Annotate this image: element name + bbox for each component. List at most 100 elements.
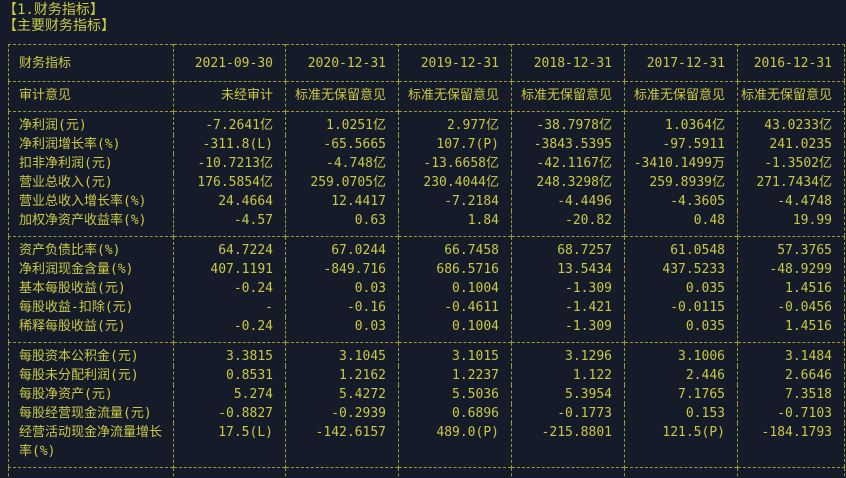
header-date: 2021-09-30 (173, 44, 286, 82)
cell-value: 标准无保留意见 (285, 81, 399, 112)
cell-value: 241.0235 (737, 135, 845, 154)
row-label: 每股资本公积金(元) (19, 349, 139, 364)
header-date: 2018-12-31 (511, 44, 625, 82)
table-header: 财务指标 2021-09-30 2020-12-31 2019-12-31 2018-1… (8, 44, 845, 82)
cell-value: 0.153 (624, 404, 738, 423)
filler-row-group (9, 467, 845, 478)
table-row: 每股经营现金流量(元) -0.8827 -0.2939 0.6896 -0.1773 0.… (9, 404, 845, 423)
cell-value: 67.0244 (285, 236, 399, 260)
row-group: 资产负债比率(%) 64.7224 67.0244 66.7458 68.7257 61.… (8, 236, 845, 343)
cell-value: 1.4516 (737, 317, 845, 343)
table-row: 经营活动现金净流量增长率(%) 17.5(L) -142.6157 489.0(P) -… (9, 423, 845, 468)
row-group: 净利润(元) -7.2641亿 1.0251亿 2.977亿 -38.7978亿 1.03… (8, 111, 845, 237)
row-label: 经营活动现金净流量增长率(%) (19, 425, 163, 459)
row-label: 净利润(元) (19, 118, 87, 133)
cell-value: -1.309 (511, 279, 625, 298)
cell-value: 7.1765 (624, 385, 738, 404)
table-row: 每股净资产(元) 5.274 5.4272 5.5036 5.3954 7.1765 7.3… (9, 385, 845, 404)
cell-value: 未经审计 (173, 81, 286, 112)
cell-value: -3410.1499万 (624, 154, 738, 173)
cell-value: -0.2939 (285, 404, 399, 423)
cell-value: 1.2162 (285, 366, 399, 385)
row-group: 每股资本公积金(元) 3.3815 3.1045 3.1015 3.1296 3.1006… (8, 342, 845, 468)
header-date: 2019-12-31 (398, 44, 512, 82)
cell-value: 68.7257 (511, 236, 625, 260)
row-label: 加权净资产收益率(%) (19, 213, 147, 228)
cell-value: 标准无保留意见 (511, 81, 625, 112)
row-label: 基本每股收益(元) (19, 281, 126, 296)
cell-value: -0.1773 (511, 404, 625, 423)
cell-value: 0.63 (285, 211, 399, 237)
cell-value: 3.3815 (173, 342, 286, 366)
cell-value: -4.4748 (737, 192, 845, 211)
cell-value: 0.035 (624, 279, 738, 298)
row-label: 稀释每股收益(元) (19, 319, 126, 334)
cell-value: -7.2184 (398, 192, 512, 211)
cell-value: 0.035 (624, 317, 738, 343)
row-group: 审计意见 未经审计 标准无保留意见 标准无保留意见 标准无保留意见 标准无保留意见 标准无保… (8, 81, 845, 112)
cell-value: 0.03 (285, 279, 399, 298)
row-label: 资产负债比率(%) (19, 243, 121, 258)
row-label: 每股净资产(元) (19, 387, 113, 402)
cell-value: -0.0456 (737, 298, 845, 317)
section-headers: 【1.财务指标】 【主要财务指标】 (0, 0, 846, 34)
cell-value: -97.5911 (624, 135, 738, 154)
cell-value: 437.5233 (624, 260, 738, 279)
cell-value: 0.1004 (398, 317, 512, 343)
cell-value: 107.7(P) (398, 135, 512, 154)
cell-value: 13.5434 (511, 260, 625, 279)
cell-value: -13.6658亿 (398, 154, 512, 173)
cell-value: -65.5665 (285, 135, 399, 154)
cell-value: -0.7103 (737, 404, 845, 423)
table-row: 净利润(元) -7.2641亿 1.0251亿 2.977亿 -38.7978亿 1.03… (9, 111, 845, 135)
cell-value: 686.5716 (398, 260, 512, 279)
cell-value: 1.122 (511, 366, 625, 385)
cell-value: -1.309 (511, 317, 625, 343)
cell-value: 3.1045 (285, 342, 399, 366)
table-row: 审计意见 未经审计 标准无保留意见 标准无保留意见 标准无保留意见 标准无保留意见 标准无保… (9, 81, 845, 112)
cell-value: -48.9299 (737, 260, 845, 279)
table-row: 基本每股收益(元) -0.24 0.03 0.1004 -1.309 0.035 1.451… (9, 279, 845, 298)
header-row: 财务指标 2021-09-30 2020-12-31 2019-12-31 2018-1… (8, 44, 845, 82)
table-row: 净利润现金含量(%) 407.1191 -849.716 686.5716 13.543… (9, 260, 845, 279)
cell-value: 271.7434亿 (737, 173, 845, 192)
filler-cell (173, 467, 286, 478)
cell-value: 5.3954 (511, 385, 625, 404)
cell-value: 5.4272 (285, 385, 399, 404)
cell-value: 259.8939亿 (624, 173, 738, 192)
row-label: 每股收益-扣除(元) (19, 300, 134, 315)
cell-value: -4.57 (173, 211, 286, 237)
row-label: 扣非净利润(元) (19, 156, 113, 171)
cell-value: -184.1793 (737, 423, 845, 468)
cell-value: 标准无保留意见 (624, 81, 738, 112)
table-row: 扣非净利润(元) -10.7213亿 -4.748亿 -13.6658亿 -42.116… (9, 154, 845, 173)
filler-cell (511, 467, 625, 478)
cell-value: 1.0364亿 (624, 111, 738, 135)
row-label: 净利润现金含量(%) (19, 262, 134, 277)
table-row: 加权净资产收益率(%) -4.57 0.63 1.84 -20.82 0.48 19.99 (9, 211, 845, 237)
cell-value: 5.5036 (398, 385, 512, 404)
cell-value: 230.4044亿 (398, 173, 512, 192)
cell-value: -0.0115 (624, 298, 738, 317)
cell-value: 64.7224 (173, 236, 286, 260)
cell-value: -4.4496 (511, 192, 625, 211)
financial-indicators-table: 财务指标 2021-09-30 2020-12-31 2019-12-31 2018-1… (8, 44, 845, 478)
cell-value: -1.3502亿 (737, 154, 845, 173)
table-row: 营业总收入增长率(%) 24.4664 12.4417 -7.2184 -4.4496-… (9, 192, 845, 211)
cell-value: 24.4664 (173, 192, 286, 211)
cell-value: -20.82 (511, 211, 625, 237)
table-row: 稀释每股收益(元) -0.24 0.03 0.1004 -1.309 0.035 1.451… (9, 317, 845, 343)
cell-value: 5.274 (173, 385, 286, 404)
row-label: 净利润增长率(%) (19, 137, 121, 152)
cell-value: 61.0548 (624, 236, 738, 260)
cell-value: 259.0705亿 (285, 173, 399, 192)
cell-value: -7.2641亿 (173, 111, 286, 135)
cell-value: 19.99 (737, 211, 845, 237)
cell-value: 66.7458 (398, 236, 512, 260)
cell-value: -311.8(L) (173, 135, 286, 154)
cell-value: 0.8531 (173, 366, 286, 385)
cell-value: 0.6896 (398, 404, 512, 423)
cell-value: 489.0(P) (398, 423, 512, 468)
cell-value: -0.24 (173, 279, 286, 298)
